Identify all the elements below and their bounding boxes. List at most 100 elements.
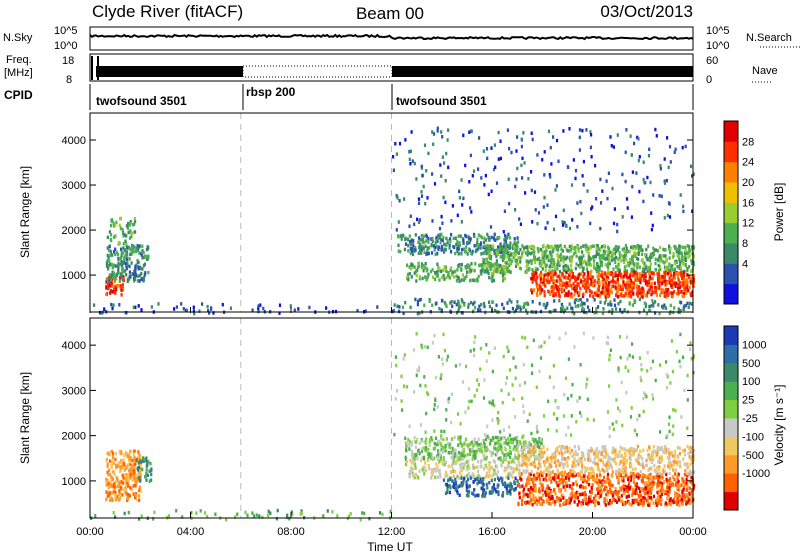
data-cell xyxy=(408,272,411,276)
data-cell xyxy=(608,461,611,466)
data-cell xyxy=(559,243,562,248)
data-cell xyxy=(503,238,506,242)
data-cell xyxy=(586,249,589,254)
data-cell xyxy=(550,459,553,464)
data-cell xyxy=(518,440,522,444)
data-cell xyxy=(503,209,506,213)
data-cell xyxy=(631,303,634,307)
data-cell xyxy=(556,252,559,257)
data-cell xyxy=(640,498,643,503)
data-cell xyxy=(547,272,550,276)
data-cell xyxy=(109,291,112,295)
data-cell xyxy=(633,475,637,479)
data-cell xyxy=(507,177,510,181)
data-cell xyxy=(289,304,292,308)
data-cell xyxy=(420,164,423,169)
data-cell xyxy=(442,235,445,240)
data-cell xyxy=(531,300,534,304)
data-cell xyxy=(193,311,196,316)
data-cell xyxy=(546,244,549,248)
data-cell xyxy=(670,283,673,287)
data-cell xyxy=(524,191,527,195)
data-cell xyxy=(563,275,566,280)
data-cell xyxy=(479,234,482,239)
data-cell xyxy=(619,486,622,490)
data-cell xyxy=(479,246,482,250)
data-cell xyxy=(450,266,453,270)
data-cell xyxy=(517,304,520,308)
data-cell xyxy=(419,297,423,302)
data-cell xyxy=(644,475,648,479)
data-cell xyxy=(128,277,131,281)
data-cell xyxy=(603,252,606,256)
data-cell xyxy=(637,252,640,256)
data-cell xyxy=(531,244,535,249)
data-cell xyxy=(431,473,434,477)
data-cell xyxy=(648,147,651,152)
data-cell xyxy=(474,441,477,445)
data-cell xyxy=(682,305,685,309)
data-cell xyxy=(123,511,126,516)
data-cell xyxy=(482,149,485,153)
data-cell xyxy=(593,266,596,270)
data-cell xyxy=(592,259,596,263)
data-cell xyxy=(396,196,399,200)
data-cell xyxy=(519,307,522,312)
data-cell xyxy=(664,254,667,258)
data-cell xyxy=(445,275,448,280)
data-cell xyxy=(647,479,650,483)
data-cell xyxy=(548,269,551,273)
data-cell xyxy=(650,487,654,492)
data-cell xyxy=(590,486,593,490)
data-cell xyxy=(460,468,464,473)
data-cell xyxy=(474,494,477,498)
data-cell xyxy=(548,172,551,177)
data-cell xyxy=(596,290,599,295)
data-cell xyxy=(598,255,601,260)
data-cell xyxy=(533,257,536,261)
data-cell xyxy=(618,462,621,466)
data-cell xyxy=(483,457,486,461)
data-cell xyxy=(148,469,151,473)
data-cell xyxy=(145,456,148,460)
data-cell xyxy=(517,251,520,256)
data-cell xyxy=(686,488,689,492)
data-cell xyxy=(123,462,126,466)
data-cell xyxy=(551,290,555,294)
data-cell xyxy=(688,265,691,269)
data-cell xyxy=(621,466,624,471)
data-cell xyxy=(562,457,565,461)
data-cell xyxy=(139,454,142,458)
data-cell xyxy=(465,249,468,254)
data-cell xyxy=(690,261,693,266)
data-cell xyxy=(456,491,459,495)
data-cell xyxy=(635,499,638,504)
data-cell xyxy=(517,502,520,507)
data-cell xyxy=(438,439,441,444)
data-cell xyxy=(656,496,659,500)
data-cell xyxy=(628,263,631,268)
data-cell xyxy=(548,501,551,506)
data-cell xyxy=(236,512,239,516)
data-cell xyxy=(557,475,560,480)
data-cell xyxy=(577,462,580,467)
data-cell xyxy=(610,491,613,495)
data-cell xyxy=(621,172,624,177)
data-cell xyxy=(322,514,325,518)
data-cell xyxy=(580,280,583,284)
data-cell xyxy=(690,276,693,280)
data-cell xyxy=(491,486,494,490)
data-cell xyxy=(540,448,543,452)
data-cell xyxy=(142,255,145,260)
data-cell xyxy=(134,219,137,224)
data-cell xyxy=(593,291,596,295)
data-cell xyxy=(522,489,525,494)
data-cell xyxy=(483,494,487,498)
data-cell xyxy=(503,468,506,473)
data-cell xyxy=(603,256,606,260)
data-cell xyxy=(488,469,491,474)
data-cell xyxy=(137,265,140,269)
data-cell xyxy=(567,281,571,285)
data-cell xyxy=(496,436,499,440)
data-cell xyxy=(663,248,666,252)
